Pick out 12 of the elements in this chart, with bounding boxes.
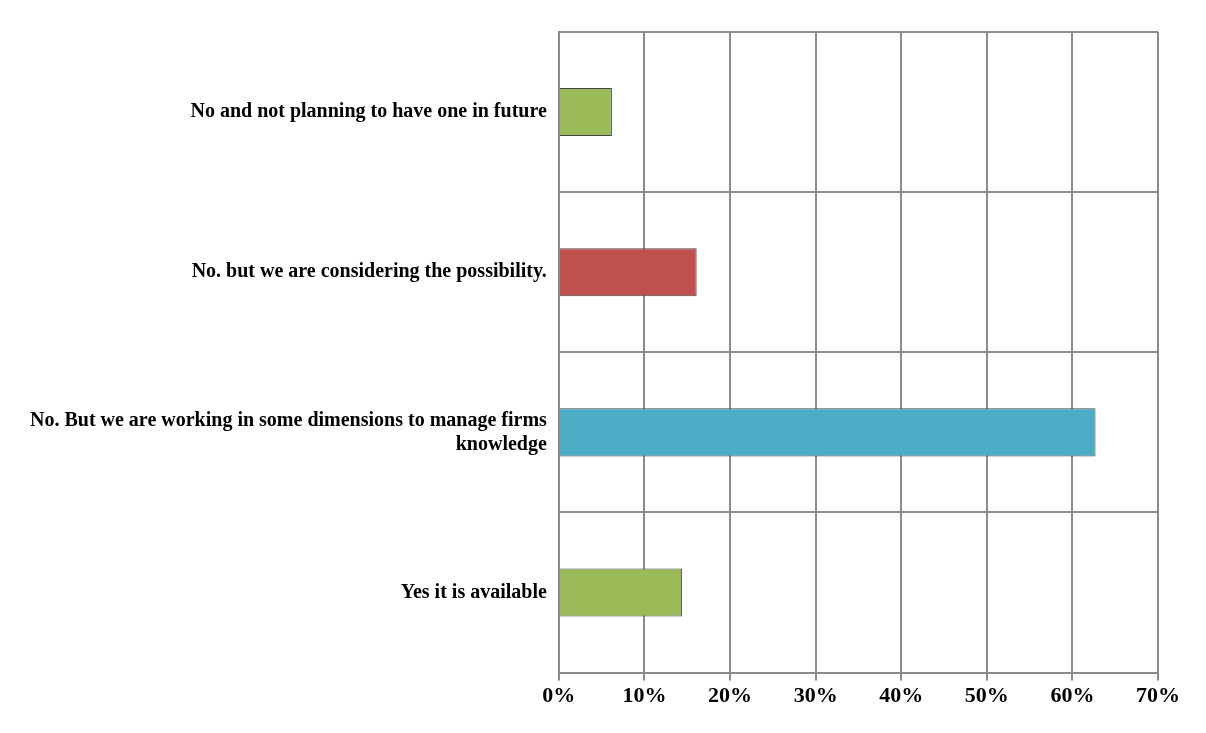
- x-tick-label: 20%: [708, 682, 753, 708]
- x-tick-label: 0%: [542, 682, 576, 708]
- x-tick-label: 40%: [879, 682, 924, 708]
- x-tick-label: 50%: [964, 682, 1009, 708]
- y-tick-label: No. but we are considering the possibility.: [191, 259, 547, 283]
- y-tick-label: Yes it is available: [400, 579, 547, 602]
- y-tick-label: No. But we are working in some dimensions to manage firms knowledge: [29, 407, 548, 455]
- x-tick-label: 10%: [622, 682, 667, 708]
- x-tick-label: 30%: [793, 682, 838, 708]
- x-tick-label: 70%: [1136, 682, 1180, 708]
- y-tick-label: No and not planning to have one in future: [190, 99, 547, 123]
- x-tick-label: 60%: [1050, 682, 1095, 708]
